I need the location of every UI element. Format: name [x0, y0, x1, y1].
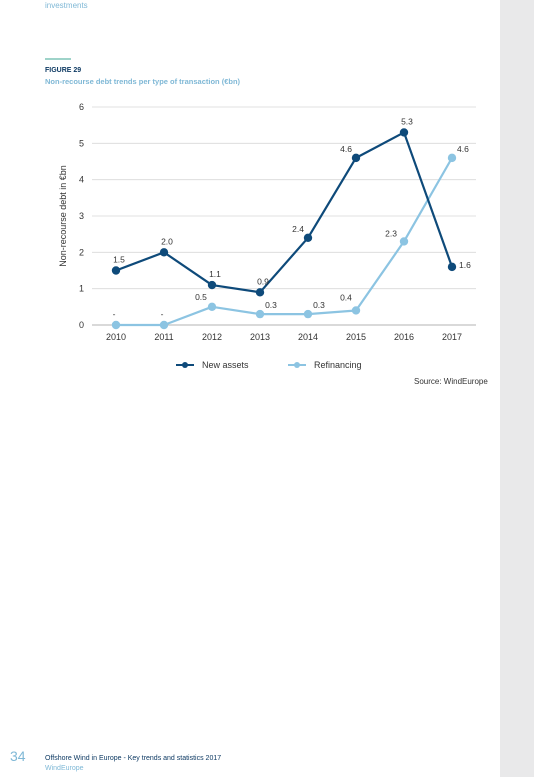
data-label: 5.3 [401, 116, 413, 126]
data-point [399, 237, 409, 246]
y-tick-label: 0 [79, 320, 84, 330]
y-tick-label: 4 [79, 175, 84, 185]
y-axis-label: Non-recourse debt in €bn [58, 165, 68, 267]
data-label: - [161, 309, 164, 319]
legend-refinancing: Refinancing [288, 358, 362, 372]
x-tick-label: 2015 [346, 332, 366, 342]
data-label: 1.1 [209, 269, 221, 279]
data-label: 2.0 [161, 236, 173, 246]
y-tick-label: 2 [79, 247, 84, 257]
x-tick-label: 2017 [442, 332, 462, 342]
page-number: 34 [10, 748, 26, 764]
data-label: 1.5 [113, 255, 125, 265]
data-label: 4.6 [457, 144, 469, 154]
x-tick-label: 2014 [298, 332, 318, 342]
legend-new-assets-label: New assets [202, 360, 249, 370]
legend-refinancing-swatch [288, 362, 306, 368]
data-point [159, 248, 169, 257]
data-label: - [113, 309, 116, 319]
y-tick-label: 1 [79, 284, 84, 294]
data-label: 0.4 [340, 292, 352, 302]
data-point [351, 153, 361, 163]
section-label: investments [45, 1, 88, 10]
x-tick-label: 2012 [202, 332, 222, 342]
data-point [255, 288, 265, 297]
footer-title: Offshore Wind in Europe - Key trends and… [45, 755, 222, 762]
x-tick-label: 2010 [106, 332, 126, 342]
x-tick-label: 2016 [394, 332, 414, 342]
data-label: 0.3 [313, 300, 325, 310]
data-label: 0.9 [257, 276, 269, 286]
data-point [207, 302, 217, 312]
data-point [447, 262, 457, 272]
line-chart: 0 1 2 3 4 5 6 2010 2011 2012 2013 2014 2015 2016 2017 N… [58, 102, 476, 342]
data-label: 2.4 [292, 224, 304, 234]
y-tick-label: 3 [79, 211, 84, 221]
data-point [255, 309, 265, 319]
data-label: 2.3 [385, 228, 397, 238]
x-tick-label: 2013 [250, 332, 270, 342]
legend-new-assets-swatch [176, 362, 194, 368]
data-point [447, 153, 457, 163]
data-point [111, 266, 121, 275]
data-point [303, 309, 313, 319]
data-point [303, 233, 313, 242]
y-tick-label: 6 [79, 102, 84, 112]
data-point [207, 280, 217, 290]
series-line [115, 131, 454, 294]
data-label: 0.5 [195, 292, 207, 302]
figure-title: Non-recourse debt trends per type of tra… [45, 77, 241, 86]
series-line [116, 157, 453, 327]
data-label: 4.6 [340, 144, 352, 154]
x-tick-label: 2011 [154, 332, 173, 342]
report-page [0, 0, 500, 777]
page-edge [500, 0, 534, 777]
y-tick-label: 5 [79, 138, 84, 148]
data-point [111, 320, 121, 330]
legend-refinancing-label: Refinancing [314, 360, 362, 370]
data-label: 1.6 [459, 260, 471, 270]
data-point [159, 320, 169, 330]
source-note: Source: WindEurope [414, 377, 488, 386]
footer-org: WindEurope [45, 765, 84, 772]
figure-label: FIGURE 29 [45, 67, 82, 74]
data-point [399, 128, 409, 137]
data-point [351, 306, 361, 315]
legend-new-assets: New assets [176, 358, 249, 372]
figure-rule [45, 58, 71, 60]
data-label: 0.3 [265, 300, 277, 310]
